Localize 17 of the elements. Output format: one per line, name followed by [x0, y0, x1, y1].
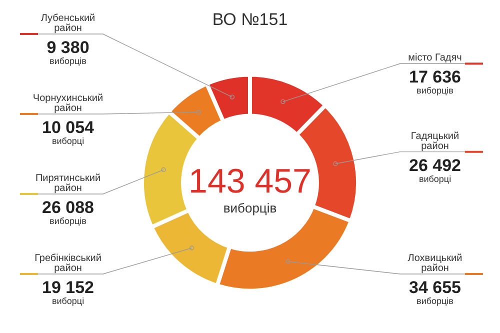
legend-label: місто Гадяч — [408, 52, 462, 64]
data-label: 26 088 виборців — [42, 198, 94, 226]
chart-title: ВО №151 — [212, 10, 288, 29]
slice-label: Чорнухинський район — [32, 93, 104, 114]
data-label: 26 492 виборці — [409, 156, 461, 184]
slice-label: Лохвицький район — [408, 253, 462, 274]
data-label: 34 655 виборців — [409, 278, 461, 306]
slice-label: Гадяцький район — [410, 130, 460, 152]
data-label: 19 152 виборці — [42, 278, 94, 306]
data-label: 9 380 виборців — [46, 38, 90, 66]
data-label: 17 636 виборців — [409, 68, 461, 96]
slice-label: Лубенський район — [40, 13, 96, 34]
text: 143 457 — [188, 162, 312, 201]
slice-label: Пирятинський район — [35, 173, 101, 194]
text: виборців — [223, 200, 277, 216]
slice-label: Гребінківський район — [34, 253, 102, 274]
data-label: 10 054 виборці — [42, 118, 95, 146]
